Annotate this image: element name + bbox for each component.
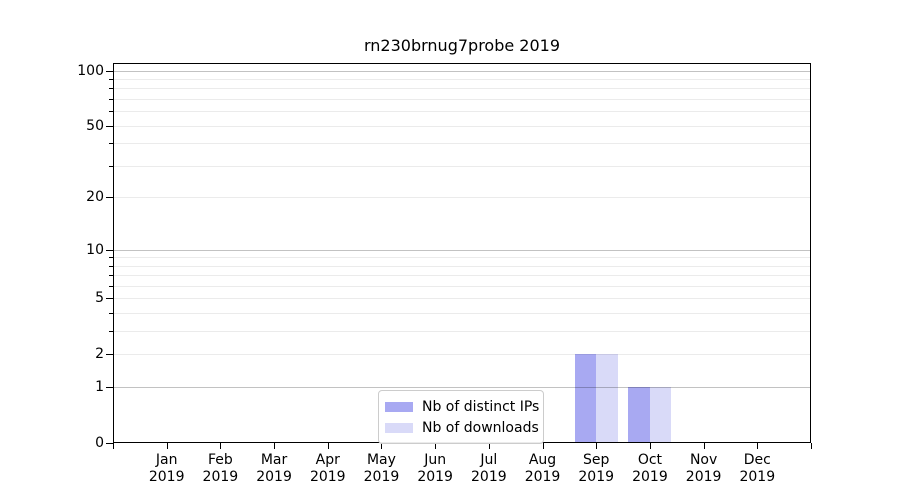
x-tick-mark [274, 443, 276, 449]
legend: Nb of distinct IPs Nb of downloads [378, 390, 544, 444]
legend-label-distinct-ips: Nb of distinct IPs [422, 398, 540, 415]
x-tick-mark [811, 443, 812, 449]
x-tick-mark [327, 443, 329, 449]
x-tick-label: Sep 2019 [578, 452, 615, 485]
x-tick-mark [542, 443, 544, 449]
y-tick-mark [106, 125, 113, 127]
x-tick-mark [166, 443, 168, 449]
y-tick-label: 20 [86, 189, 104, 206]
x-tick-mark [649, 443, 651, 449]
legend-swatch-downloads [385, 422, 413, 433]
x-tick-mark [220, 443, 222, 449]
x-tick-label: Oct 2019 [632, 452, 668, 485]
x-tick-label: Dec 2019 [739, 452, 776, 485]
legend-row-downloads: Nb of downloads [385, 417, 539, 438]
legend-swatch-distinct-ips [385, 401, 413, 412]
y-tick-mark [106, 387, 113, 389]
legend-row-distinct-ips: Nb of distinct IPs [385, 396, 539, 417]
x-tick-label: Nov 2019 [685, 452, 722, 485]
x-tick-mark [703, 443, 705, 449]
x-tick-mark [113, 443, 114, 449]
x-tick-label: Mar 2019 [256, 452, 292, 485]
chart-title: rn230brnug7probe 2019 [363, 36, 561, 55]
x-tick-label: Feb 2019 [202, 452, 239, 485]
y-tick-mark [106, 298, 113, 300]
x-tick-label: Jul 2019 [471, 452, 507, 485]
x-tick-label: Jan 2019 [148, 452, 185, 485]
y-tick-mark [106, 249, 113, 251]
y-tick-label: 100 [77, 62, 104, 79]
x-tick-label: Jun 2019 [417, 452, 453, 485]
y-tick-mark [106, 197, 113, 199]
x-tick-label: May 2019 [363, 452, 400, 485]
y-tick-mark [106, 70, 113, 72]
x-tick-label: Apr 2019 [309, 452, 346, 485]
plot-frame [113, 63, 811, 443]
legend-label-downloads: Nb of downloads [422, 419, 539, 436]
y-tick-label: 50 [86, 117, 104, 134]
x-tick-mark [757, 443, 759, 449]
x-tick-mark [596, 443, 598, 449]
y-tick-label: 1 [95, 379, 104, 396]
y-tick-label: 10 [86, 241, 104, 258]
y-tick-mark [106, 443, 113, 444]
y-tick-mark [106, 354, 113, 356]
y-tick-label: 0 [95, 435, 104, 451]
y-tick-label: 5 [95, 290, 104, 307]
x-tick-label: Aug 2019 [524, 452, 561, 485]
y-tick-label: 2 [95, 346, 104, 363]
